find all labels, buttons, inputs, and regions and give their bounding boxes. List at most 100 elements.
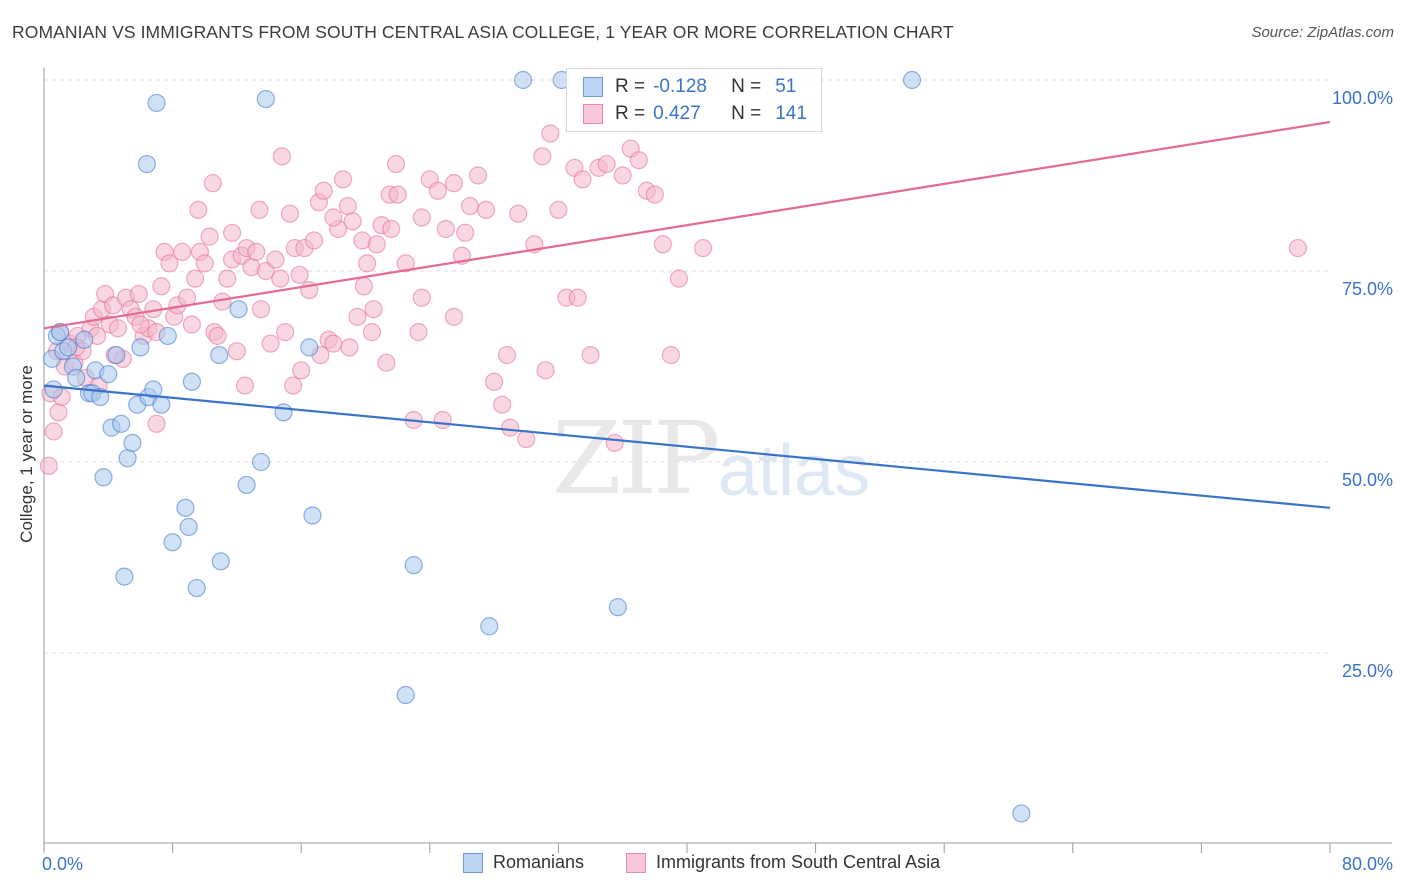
immigrants-swatch bbox=[583, 104, 603, 124]
immigrant-point bbox=[235, 376, 255, 395]
immigrant-point bbox=[182, 315, 201, 334]
immigrant-point bbox=[173, 242, 192, 261]
romanian-point bbox=[251, 452, 271, 472]
immigrant-point bbox=[382, 219, 401, 239]
immigrant-point bbox=[517, 429, 536, 449]
romanian-point bbox=[404, 556, 423, 575]
immigrant-point bbox=[396, 254, 415, 273]
legend-n-value: 51 bbox=[775, 76, 797, 97]
immigrant-point bbox=[314, 181, 333, 200]
immigrant-point bbox=[456, 223, 475, 242]
correlation-legend: R = -0.128 N = 51 R = 0.427 N = 141 bbox=[566, 68, 822, 132]
immigrant-point bbox=[573, 170, 592, 189]
immigrant-point bbox=[568, 288, 587, 307]
romanian-point bbox=[1012, 804, 1031, 823]
romanian-point bbox=[274, 403, 293, 422]
immigrant-point bbox=[533, 147, 552, 166]
immigrant-point bbox=[208, 326, 227, 346]
romanian-point bbox=[94, 468, 113, 487]
romanian-point bbox=[480, 617, 499, 636]
immigrant-point bbox=[247, 242, 266, 261]
romanian-point bbox=[44, 380, 63, 399]
immigrant-point bbox=[340, 338, 359, 357]
immigrant-point bbox=[333, 170, 353, 189]
x-tick-label: 0.0% bbox=[42, 854, 83, 874]
immigrant-point bbox=[493, 395, 512, 414]
romanian-point bbox=[131, 338, 150, 357]
romanian-point bbox=[211, 552, 230, 571]
romanian-point bbox=[123, 433, 142, 452]
romanian-point bbox=[75, 330, 94, 349]
immigrant-point bbox=[388, 185, 407, 204]
immigrant-point bbox=[276, 323, 295, 342]
legend-n-value: 141 bbox=[775, 103, 807, 124]
immigrant-point bbox=[541, 124, 560, 143]
immigrant-point bbox=[497, 345, 517, 365]
romanian-point bbox=[902, 70, 922, 90]
romanian-point bbox=[176, 498, 195, 517]
romanian-point bbox=[115, 567, 134, 586]
legend-r-value: 0.427 bbox=[653, 103, 701, 124]
romanian-point bbox=[182, 372, 201, 391]
immigrant-point bbox=[250, 200, 269, 219]
immigrant-point bbox=[605, 433, 624, 452]
watermark-zip: ZIP bbox=[552, 400, 720, 517]
immigrant-point bbox=[348, 307, 367, 326]
immigrant-point bbox=[412, 208, 431, 227]
immigrant-point bbox=[364, 300, 383, 319]
immigrant-point bbox=[362, 323, 382, 342]
immigrant-point bbox=[324, 208, 343, 227]
immigrant-point bbox=[338, 196, 357, 216]
immigrant-point bbox=[386, 154, 406, 174]
immigrant-point bbox=[292, 361, 311, 380]
bottom-legend-label: Romanians bbox=[493, 852, 585, 872]
legend-n-label: N = bbox=[731, 103, 762, 124]
immigrant-point bbox=[203, 174, 222, 193]
y-tick-label: 100.0% bbox=[1332, 88, 1393, 108]
immigrant-point bbox=[160, 254, 179, 273]
immigrant-point bbox=[108, 319, 128, 338]
immigrant-point bbox=[343, 212, 362, 231]
immigrant-point bbox=[476, 200, 496, 219]
immigrant-point bbox=[549, 200, 568, 219]
immigrant-point bbox=[444, 174, 464, 193]
immigrant-point bbox=[629, 151, 648, 170]
source-label: Source: ZipAtlas.com bbox=[1251, 24, 1394, 41]
legend-r-label: R = bbox=[615, 103, 646, 124]
romanians-swatch bbox=[463, 852, 483, 873]
immigrant-point bbox=[266, 250, 285, 269]
bottom-legend-romanians: Romanians bbox=[463, 852, 584, 873]
immigrant-point bbox=[444, 307, 464, 326]
legend-r-label: R = bbox=[615, 76, 646, 97]
immigrant-point bbox=[485, 372, 504, 391]
romanian-point bbox=[513, 70, 533, 90]
immigrant-point bbox=[152, 277, 171, 296]
immigrant-point bbox=[661, 345, 681, 365]
immigrant-point bbox=[131, 315, 150, 334]
y-tick-label: 75.0% bbox=[1342, 279, 1393, 299]
immigrant-point bbox=[251, 300, 271, 319]
watermark-atlas: atlas bbox=[718, 431, 871, 511]
immigrant-point bbox=[358, 254, 377, 273]
romanians-trend-line bbox=[43, 384, 1331, 509]
immigrant-point bbox=[44, 422, 63, 441]
legend-row-immigrants: R = 0.427 N = 141 bbox=[583, 101, 807, 127]
immigrant-point bbox=[222, 223, 242, 242]
immigrant-point bbox=[536, 361, 555, 380]
immigrant-point bbox=[186, 269, 205, 288]
romanian-point bbox=[163, 533, 182, 552]
romanian-point bbox=[187, 578, 206, 598]
x-tick-label: 80.0% bbox=[1342, 854, 1393, 874]
immigrant-point bbox=[261, 334, 280, 353]
y-tick-label: 25.0% bbox=[1342, 661, 1393, 681]
immigrant-point bbox=[280, 204, 300, 223]
romanian-point bbox=[396, 685, 415, 705]
romanian-point bbox=[50, 323, 70, 342]
immigrant-point bbox=[227, 342, 246, 361]
immigrant-point bbox=[693, 238, 713, 258]
immigrant-point bbox=[613, 166, 632, 185]
y-axis-label: College, 1 year or more bbox=[17, 365, 36, 543]
immigrant-point bbox=[200, 227, 219, 246]
immigrant-point bbox=[39, 456, 58, 475]
